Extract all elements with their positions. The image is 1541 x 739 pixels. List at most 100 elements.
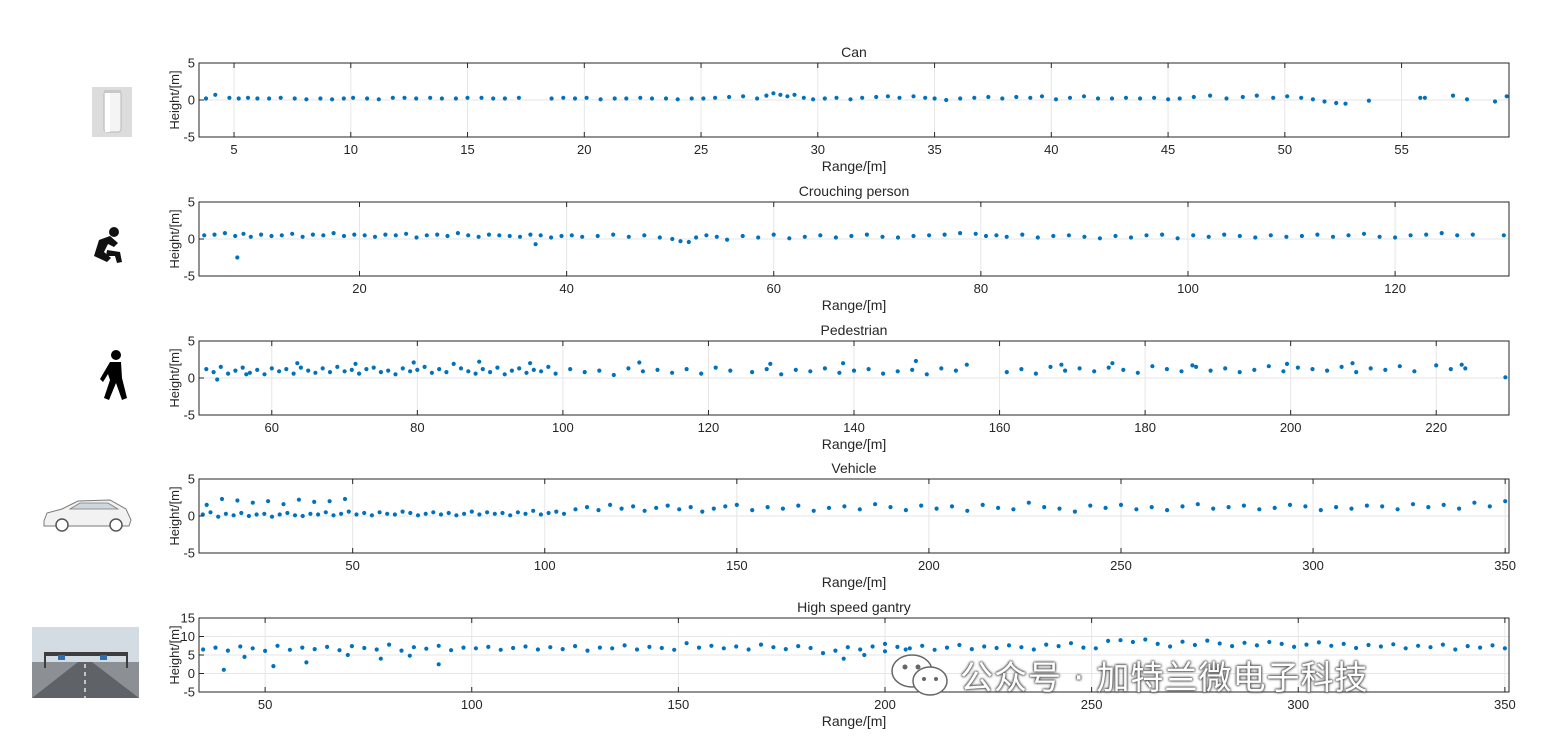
data-point — [477, 512, 482, 517]
data-point — [957, 642, 962, 648]
data-point — [559, 233, 564, 239]
data-point — [285, 510, 290, 516]
data-point — [546, 364, 551, 369]
data-point — [1150, 364, 1155, 369]
data-point — [1039, 94, 1045, 99]
data-point — [585, 648, 590, 653]
data-point — [351, 95, 356, 100]
data-point — [546, 510, 551, 516]
data-point — [723, 504, 728, 509]
y-tick-label: 0 — [188, 509, 195, 524]
data-point — [1093, 646, 1098, 651]
x-tick-label: 250 — [1081, 697, 1103, 712]
data-point — [1341, 641, 1346, 647]
data-point — [642, 233, 647, 238]
data-point — [958, 96, 963, 101]
data-point — [642, 508, 647, 513]
x-axis-label: Range/[m] — [822, 297, 887, 313]
data-point — [378, 656, 383, 661]
data-point — [346, 509, 351, 514]
data-point — [266, 499, 271, 504]
data-point — [780, 506, 786, 511]
data-point — [1463, 366, 1468, 371]
data-point — [1254, 643, 1259, 648]
data-point — [357, 371, 362, 376]
data-point — [1241, 503, 1246, 508]
data-point — [202, 233, 207, 238]
data-point — [212, 232, 217, 237]
data-point — [1364, 503, 1369, 508]
data-point — [502, 372, 507, 377]
data-point — [942, 232, 947, 237]
data-point — [1081, 94, 1087, 99]
data-point — [308, 511, 313, 516]
data-point — [236, 96, 241, 101]
data-point — [1393, 235, 1398, 240]
data-point — [1284, 234, 1289, 239]
data-point — [554, 509, 559, 514]
data-point — [678, 239, 683, 244]
data-point — [622, 643, 627, 648]
data-point — [1149, 505, 1154, 510]
data-point — [267, 96, 272, 101]
x-tick-label: 150 — [668, 697, 690, 712]
y-tick-label: -5 — [183, 685, 195, 700]
data-point — [771, 645, 776, 650]
data-point — [1066, 233, 1071, 238]
x-tick-label: 200 — [874, 697, 896, 712]
data-point — [393, 372, 398, 377]
x-axis-label: Range/[m] — [822, 713, 887, 729]
y-axis-label: Height/[m] — [167, 70, 182, 129]
gantry-icon — [32, 627, 139, 698]
data-point — [1368, 366, 1373, 371]
x-axis-label: Range/[m] — [822, 158, 887, 174]
data-point — [1391, 642, 1396, 647]
data-point — [1057, 506, 1062, 511]
data-point — [811, 508, 816, 513]
data-point — [714, 234, 719, 239]
data-point — [1403, 646, 1408, 651]
data-point — [895, 369, 900, 374]
y-axis-label: Height/[m] — [167, 625, 182, 684]
data-point — [903, 508, 909, 513]
data-point — [233, 368, 238, 373]
pedestrian-icon — [100, 350, 127, 400]
data-point — [203, 96, 209, 101]
x-tick-label: 15 — [460, 142, 474, 157]
data-point — [1361, 231, 1367, 236]
data-point — [895, 644, 900, 650]
data-point — [362, 233, 367, 238]
data-point — [1334, 100, 1339, 106]
data-point — [415, 513, 421, 518]
data-point — [1304, 642, 1309, 647]
data-point — [1487, 504, 1492, 509]
data-point — [913, 358, 919, 364]
data-point — [486, 232, 492, 237]
data-point — [1501, 233, 1506, 238]
data-point — [1318, 508, 1323, 513]
x-axis-label: Range/[m] — [822, 574, 887, 590]
data-point — [701, 96, 706, 101]
data-point — [1470, 232, 1475, 237]
data-point — [670, 370, 675, 375]
data-point — [740, 233, 745, 239]
data-point — [320, 366, 325, 371]
data-point — [1242, 640, 1247, 645]
data-point — [233, 233, 238, 239]
y-tick-label: 5 — [188, 56, 195, 71]
data-point — [1465, 644, 1470, 649]
data-point — [372, 234, 378, 239]
data-point — [1208, 368, 1213, 373]
data-point — [241, 231, 246, 236]
data-point — [907, 646, 912, 651]
data-point — [1439, 231, 1444, 236]
data-point — [1006, 643, 1012, 648]
data-point — [1464, 97, 1470, 102]
data-point — [1303, 504, 1308, 509]
data-point — [219, 496, 225, 502]
data-point — [218, 364, 223, 369]
data-point — [1325, 368, 1330, 373]
data-point — [1031, 647, 1036, 652]
data-point — [1164, 367, 1169, 372]
data-point — [969, 647, 974, 652]
